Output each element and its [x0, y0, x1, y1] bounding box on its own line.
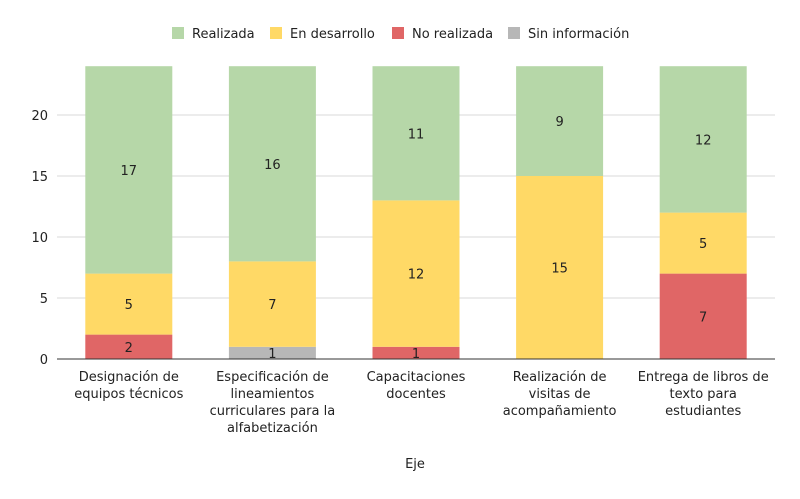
data-label: 5	[699, 237, 707, 252]
x-axis-label: Eje	[405, 457, 425, 472]
legend-label: Realizada	[192, 27, 255, 42]
data-label: 17	[121, 164, 138, 179]
bar-segment	[228, 261, 316, 347]
x-tick-label: Entrega de libros de	[638, 370, 769, 385]
bar-segment	[228, 66, 316, 262]
x-tick-label: lineamientos	[231, 387, 315, 402]
y-tick-label: 20	[31, 109, 48, 124]
bar-segment	[659, 273, 747, 359]
data-label: 1	[268, 347, 276, 362]
data-label: 11	[408, 127, 425, 142]
x-tick-label: curriculares para la	[210, 404, 336, 419]
bar-segment	[85, 66, 173, 274]
legend-swatch	[508, 27, 520, 39]
data-label: 9	[555, 115, 563, 130]
bar-segment	[659, 212, 747, 274]
bar-segment	[228, 346, 316, 359]
data-label: 7	[268, 298, 276, 313]
x-tick-label: Designación de	[79, 370, 179, 385]
bar-segment	[516, 176, 604, 359]
x-tick-label: Realización de	[513, 370, 607, 385]
bar-segment	[85, 334, 173, 359]
y-tick-label: 10	[31, 231, 48, 246]
bar-segment	[372, 200, 460, 347]
bar-segment	[372, 66, 460, 201]
data-label: 1	[412, 347, 420, 362]
data-label: 5	[125, 298, 133, 313]
data-label: 12	[408, 268, 425, 283]
y-tick-label: 5	[40, 292, 48, 307]
bar-segment	[85, 273, 173, 335]
legend-label: No realizada	[412, 27, 493, 42]
legend-swatch	[270, 27, 282, 39]
data-label: 7	[699, 310, 707, 325]
x-tick-label: visitas de	[529, 387, 591, 402]
bar-segment	[516, 66, 604, 176]
data-label: 2	[125, 341, 133, 356]
x-tick-label: docentes	[386, 387, 446, 402]
y-tick-label: 15	[31, 170, 48, 185]
bar-segment	[659, 66, 747, 213]
x-tick-label: estudiantes	[665, 404, 741, 419]
x-tick-label: acompañamiento	[503, 404, 617, 419]
data-label: 16	[264, 158, 281, 173]
data-label: 15	[551, 262, 568, 277]
x-tick-label: Capacitaciones	[367, 370, 466, 385]
x-tick-label: alfabetización	[227, 421, 318, 436]
legend-label: En desarrollo	[290, 27, 375, 42]
bar-segment	[372, 346, 460, 359]
data-label: 12	[695, 133, 712, 148]
legend-swatch	[172, 27, 184, 39]
x-tick-label: Especificación de	[216, 370, 329, 385]
y-tick-label: 0	[40, 353, 48, 368]
legend-label: Sin información	[528, 27, 629, 42]
x-tick-label: texto para	[670, 387, 737, 402]
legend-swatch	[392, 27, 404, 39]
x-tick-label: equipos técnicos	[74, 387, 183, 402]
